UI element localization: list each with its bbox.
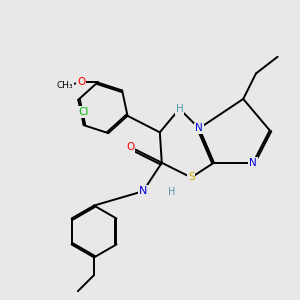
Text: H: H	[168, 187, 175, 197]
Text: H: H	[176, 104, 183, 114]
Text: S: S	[188, 172, 194, 182]
Text: N: N	[195, 123, 203, 134]
Text: CH₃: CH₃	[57, 81, 74, 90]
Text: N: N	[139, 186, 147, 196]
Text: Cl: Cl	[78, 107, 89, 117]
Text: O: O	[126, 142, 134, 152]
Text: O: O	[77, 77, 86, 88]
Text: N: N	[249, 158, 257, 168]
